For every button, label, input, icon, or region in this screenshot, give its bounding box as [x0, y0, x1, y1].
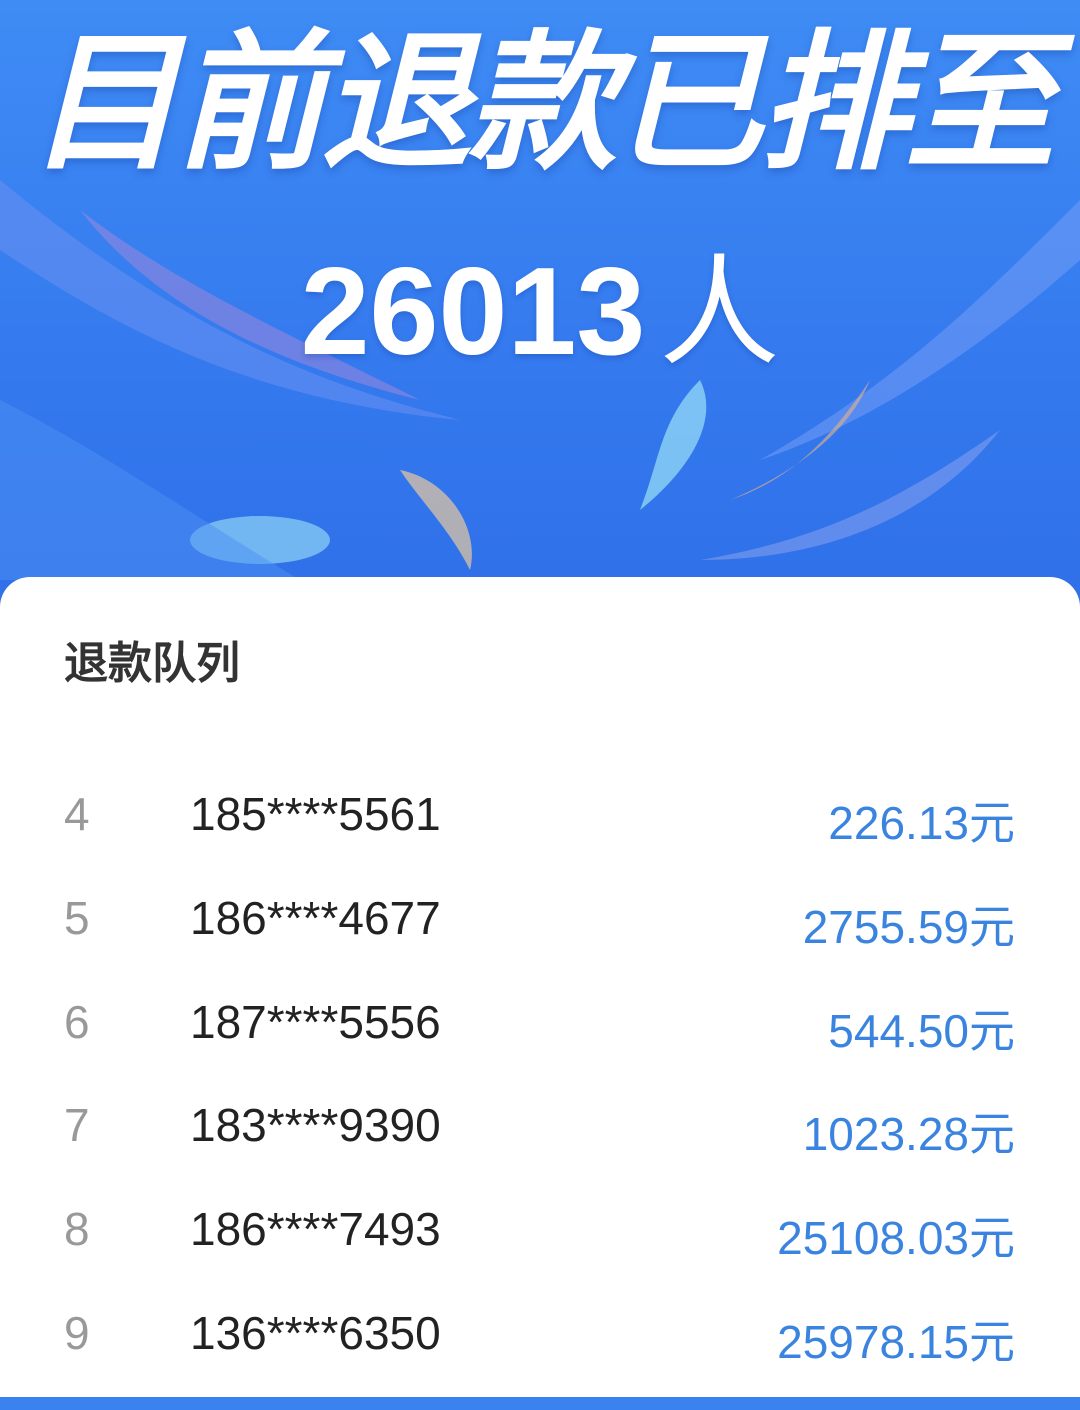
- queue-count-number: 26013: [300, 243, 646, 381]
- queue-rank: 6: [64, 996, 90, 1048]
- queue-row: 7 183****9390 1023.28元: [0, 1098, 1080, 1202]
- refund-queue-title: 退款队列: [64, 638, 240, 689]
- queue-count-unit: 人: [659, 246, 780, 380]
- banner-title: 目前退款已排至: [28, 17, 1055, 191]
- queue-phone: 187****5556: [190, 996, 441, 1048]
- queue-phone: 186****7493: [190, 1203, 441, 1255]
- queue-amount: 1023.28元: [802, 1108, 1015, 1160]
- queue-rank: 5: [64, 892, 90, 944]
- queue-rank: 8: [64, 1203, 90, 1255]
- queue-amount: 544.50元: [828, 1005, 1015, 1057]
- queue-count: 26013 人: [0, 215, 1080, 389]
- queue-amount: 226.13元: [828, 797, 1015, 849]
- queue-row: 4 185****5561 226.13元: [0, 787, 1080, 891]
- queue-rank: 7: [64, 1099, 90, 1151]
- banner: 目前退款已排至 26013 人: [0, 0, 1080, 620]
- queue-phone: 183****9390: [190, 1099, 441, 1151]
- queue-rank: 9: [64, 1307, 90, 1359]
- queue-amount: 2755.59元: [802, 901, 1015, 953]
- queue-row: 9 136****6350 25978.15元: [0, 1306, 1080, 1410]
- queue-amount: 25978.15元: [777, 1316, 1015, 1368]
- queue-amount: 25108.03元: [777, 1212, 1015, 1264]
- refund-queue-card: 退款队列 4 185****5561 226.13元 5 186****4677…: [0, 577, 1080, 1397]
- decorative-swirls: [0, 180, 1080, 580]
- queue-row: 8 186****7493 25108.03元: [0, 1202, 1080, 1306]
- queue-row: 6 187****5556 544.50元: [0, 995, 1080, 1099]
- queue-phone: 136****6350: [190, 1307, 441, 1359]
- queue-rank: 4: [64, 788, 90, 840]
- queue-row: 5 186****4677 2755.59元: [0, 891, 1080, 995]
- queue-phone: 185****5561: [190, 788, 441, 840]
- queue-phone: 186****4677: [190, 892, 441, 944]
